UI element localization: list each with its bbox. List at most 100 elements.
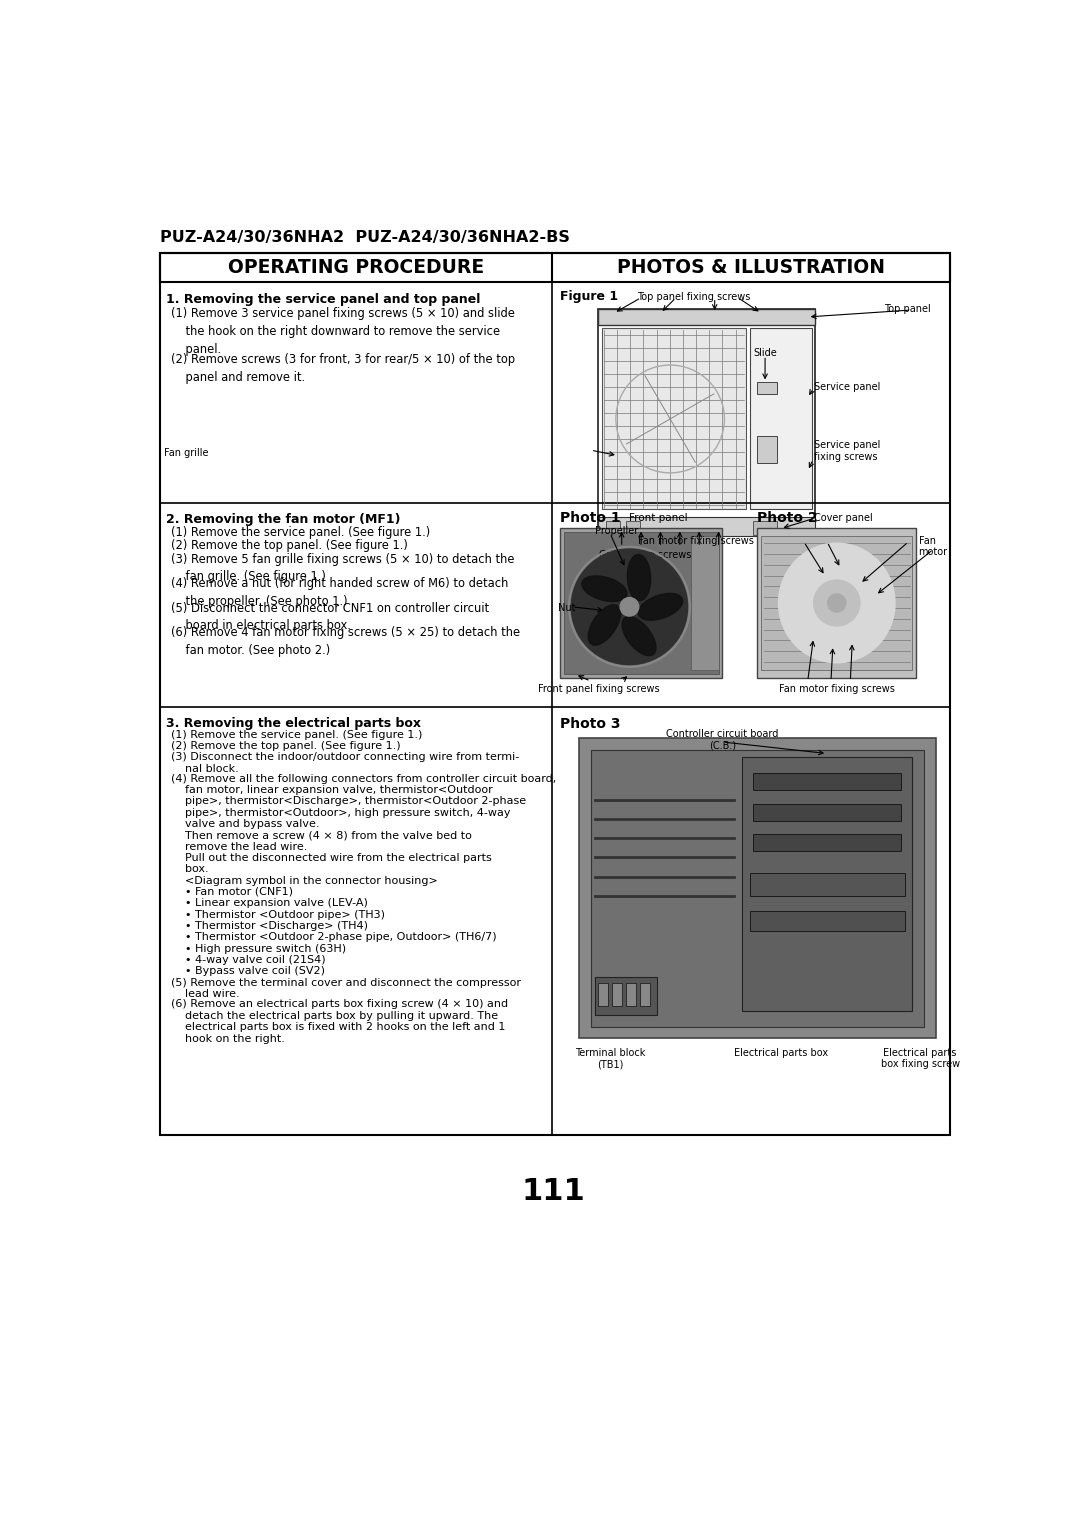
Bar (754, 773, 901, 790)
Bar (579, 738, 935, 1038)
Text: PHOTOS & ILLUSTRATION: PHOTOS & ILLUSTRATION (617, 257, 886, 277)
Bar (598, 983, 608, 1006)
Text: (5) Remove the terminal cover and disconnect the compressor
    lead wire.: (5) Remove the terminal cover and discon… (171, 977, 521, 1000)
Text: Photo 1: Photo 1 (559, 511, 620, 525)
Text: • 4-way valve coil (21S4): • 4-way valve coil (21S4) (171, 955, 325, 965)
Text: OPERATING PROCEDURE: OPERATING PROCEDURE (228, 257, 484, 277)
Text: (5) Disconnect the connector CNF1 on controller circuit
    board in electrical : (5) Disconnect the connector CNF1 on con… (171, 602, 489, 632)
Text: Then remove a screw (4 × 8) from the valve bed to: Then remove a screw (4 × 8) from the val… (171, 830, 472, 841)
Text: Controller circuit board
(C.B.): Controller circuit board (C.B.) (666, 729, 779, 750)
Bar (750, 911, 905, 931)
Bar (754, 804, 901, 821)
Circle shape (620, 597, 638, 615)
Text: Service panel: Service panel (814, 383, 880, 392)
Text: • Thermistor <Outdoor 2-phase pipe, Outdoor> (TH6/7): • Thermistor <Outdoor 2-phase pipe, Outd… (171, 932, 497, 942)
Text: <Diagram symbol in the connector housing>: <Diagram symbol in the connector housing… (171, 876, 437, 885)
Text: (1) Remove the service panel. (See figure 1.): (1) Remove the service panel. (See figur… (171, 730, 422, 739)
Text: • Bypass valve coil (SV2): • Bypass valve coil (SV2) (171, 966, 325, 977)
Text: (3) Remove 5 fan grille fixing screws (5 × 10) to detach the
    fan grille. (Se: (3) Remove 5 fan grille fixing screws (5… (171, 553, 514, 583)
Text: (2) Remove screws (3 for front, 3 for rear/5 × 10) of the top
    panel and remo: (2) Remove screws (3 for front, 3 for re… (171, 354, 515, 384)
Circle shape (813, 580, 860, 626)
Text: remove the lead wire.: remove the lead wire. (171, 842, 307, 851)
Bar (598, 309, 815, 536)
Text: 2. Removing the fan motor (MF1): 2. Removing the fan motor (MF1) (166, 513, 401, 525)
Text: Service panel
fixing screws: Service panel fixing screws (814, 439, 880, 462)
Text: Fan
motor: Fan motor (918, 536, 947, 557)
Text: • Thermistor <Outdoor pipe> (TH3): • Thermistor <Outdoor pipe> (TH3) (171, 909, 384, 920)
Bar (598, 309, 815, 325)
Text: Front panel: Front panel (630, 513, 688, 522)
Bar (757, 383, 777, 393)
Text: (6) Remove an electrical parts box fixing screw (4 × 10) and
    detach the elec: (6) Remove an electrical parts box fixin… (171, 1000, 508, 1044)
Ellipse shape (622, 617, 656, 655)
Text: (3) Disconnect the indoor/outdoor connecting wire from termi-
    nal block.: (3) Disconnect the indoor/outdoor connec… (171, 752, 518, 773)
Ellipse shape (589, 605, 621, 645)
Text: • Linear expansion valve (LEV-A): • Linear expansion valve (LEV-A) (171, 899, 367, 908)
Text: (4) Remove a nut (for right handed screw of M6) to detach
    the propeller. (Se: (4) Remove a nut (for right handed screw… (171, 577, 508, 608)
Text: 111: 111 (522, 1177, 585, 1206)
Bar (691, 536, 718, 671)
Circle shape (827, 594, 846, 612)
Text: Fan motor fixing screws: Fan motor fixing screws (637, 536, 754, 545)
Bar (754, 834, 901, 851)
Bar (606, 521, 620, 530)
Bar (598, 517, 815, 536)
Bar (757, 528, 916, 678)
Text: (6) Remove 4 fan motor fixing screws (5 × 25) to detach the
    fan motor. (See : (6) Remove 4 fan motor fixing screws (5 … (171, 626, 519, 657)
Text: box.: box. (171, 865, 208, 874)
Text: • Thermistor <Discharge> (TH4): • Thermistor <Discharge> (TH4) (171, 922, 367, 931)
Text: (2) Remove the top panel. (See figure 1.): (2) Remove the top panel. (See figure 1.… (171, 539, 407, 553)
Text: 3. Removing the electrical parts box: 3. Removing the electrical parts box (166, 717, 421, 730)
Text: (2) Remove the top panel. (See figure 1.): (2) Remove the top panel. (See figure 1.… (171, 741, 401, 752)
Bar (742, 758, 913, 1012)
Ellipse shape (779, 544, 895, 663)
Text: Propeller: Propeller (595, 527, 638, 536)
Text: Electrical parts box: Electrical parts box (733, 1047, 827, 1058)
Text: Electrical parts
box fixing screw: Electrical parts box fixing screw (880, 1047, 960, 1069)
Text: Top panel: Top panel (885, 303, 931, 314)
Text: Fan motor fixing screws: Fan motor fixing screws (779, 684, 894, 694)
Bar (750, 873, 905, 896)
Bar (603, 329, 745, 510)
Text: • Fan motor (CNF1): • Fan motor (CNF1) (171, 886, 293, 897)
Bar (761, 536, 913, 671)
Text: fan motor, linear expansion valve, thermistor<Outdoor: fan motor, linear expansion valve, therm… (171, 785, 492, 795)
Text: Slide: Slide (754, 348, 778, 358)
Text: Figure 1: Figure 1 (559, 289, 618, 303)
Bar (625, 521, 639, 530)
Bar (626, 983, 636, 1006)
Bar (750, 329, 811, 510)
Ellipse shape (627, 554, 650, 600)
Bar (754, 521, 777, 534)
Bar (612, 983, 622, 1006)
Text: Front panel fixing screws: Front panel fixing screws (538, 684, 659, 694)
Text: (4) Remove all the following connectors from controller circuit board,: (4) Remove all the following connectors … (171, 773, 556, 784)
Text: Pull out the disconnected wire from the electrical parts: Pull out the disconnected wire from the … (171, 853, 491, 863)
Text: Nut: Nut (558, 603, 576, 612)
Text: 1. Removing the service panel and top panel: 1. Removing the service panel and top pa… (166, 292, 481, 306)
Text: Photo 3: Photo 3 (559, 717, 620, 730)
Text: (1) Remove 3 service panel fixing screws (5 × 10) and slide
    the hook on the : (1) Remove 3 service panel fixing screws… (171, 306, 514, 355)
Text: • High pressure switch (63H): • High pressure switch (63H) (171, 943, 346, 954)
Bar (160, 253, 950, 1134)
Bar (559, 528, 723, 678)
Ellipse shape (638, 594, 683, 620)
Bar (591, 750, 924, 1027)
Bar (160, 253, 950, 282)
Text: valve and bypass valve.: valve and bypass valve. (171, 819, 320, 830)
Text: pipe>, thermistor<Outdoor>, high pressure switch, 4-way: pipe>, thermistor<Outdoor>, high pressur… (171, 808, 510, 818)
Text: (1) Remove the service panel. (See figure 1.): (1) Remove the service panel. (See figur… (171, 525, 430, 539)
Text: PUZ-A24/30/36NHA2  PUZ-A24/30/36NHA2-BS: PUZ-A24/30/36NHA2 PUZ-A24/30/36NHA2-BS (160, 230, 569, 245)
Bar (564, 531, 718, 674)
Bar (757, 436, 777, 464)
Text: Photo 2: Photo 2 (757, 511, 818, 525)
Text: Fan grille: Fan grille (164, 449, 208, 458)
Bar (640, 983, 649, 1006)
Text: Top panel fixing screws: Top panel fixing screws (637, 291, 751, 302)
Text: Grille fixing screws: Grille fixing screws (598, 550, 691, 560)
Text: pipe>, thermistor<Discharge>, thermistor<Outdoor 2-phase: pipe>, thermistor<Discharge>, thermistor… (171, 796, 526, 807)
Ellipse shape (582, 576, 627, 602)
Bar (595, 977, 657, 1015)
Circle shape (571, 550, 688, 664)
Text: Terminal block
(TB1): Terminal block (TB1) (575, 1047, 645, 1069)
